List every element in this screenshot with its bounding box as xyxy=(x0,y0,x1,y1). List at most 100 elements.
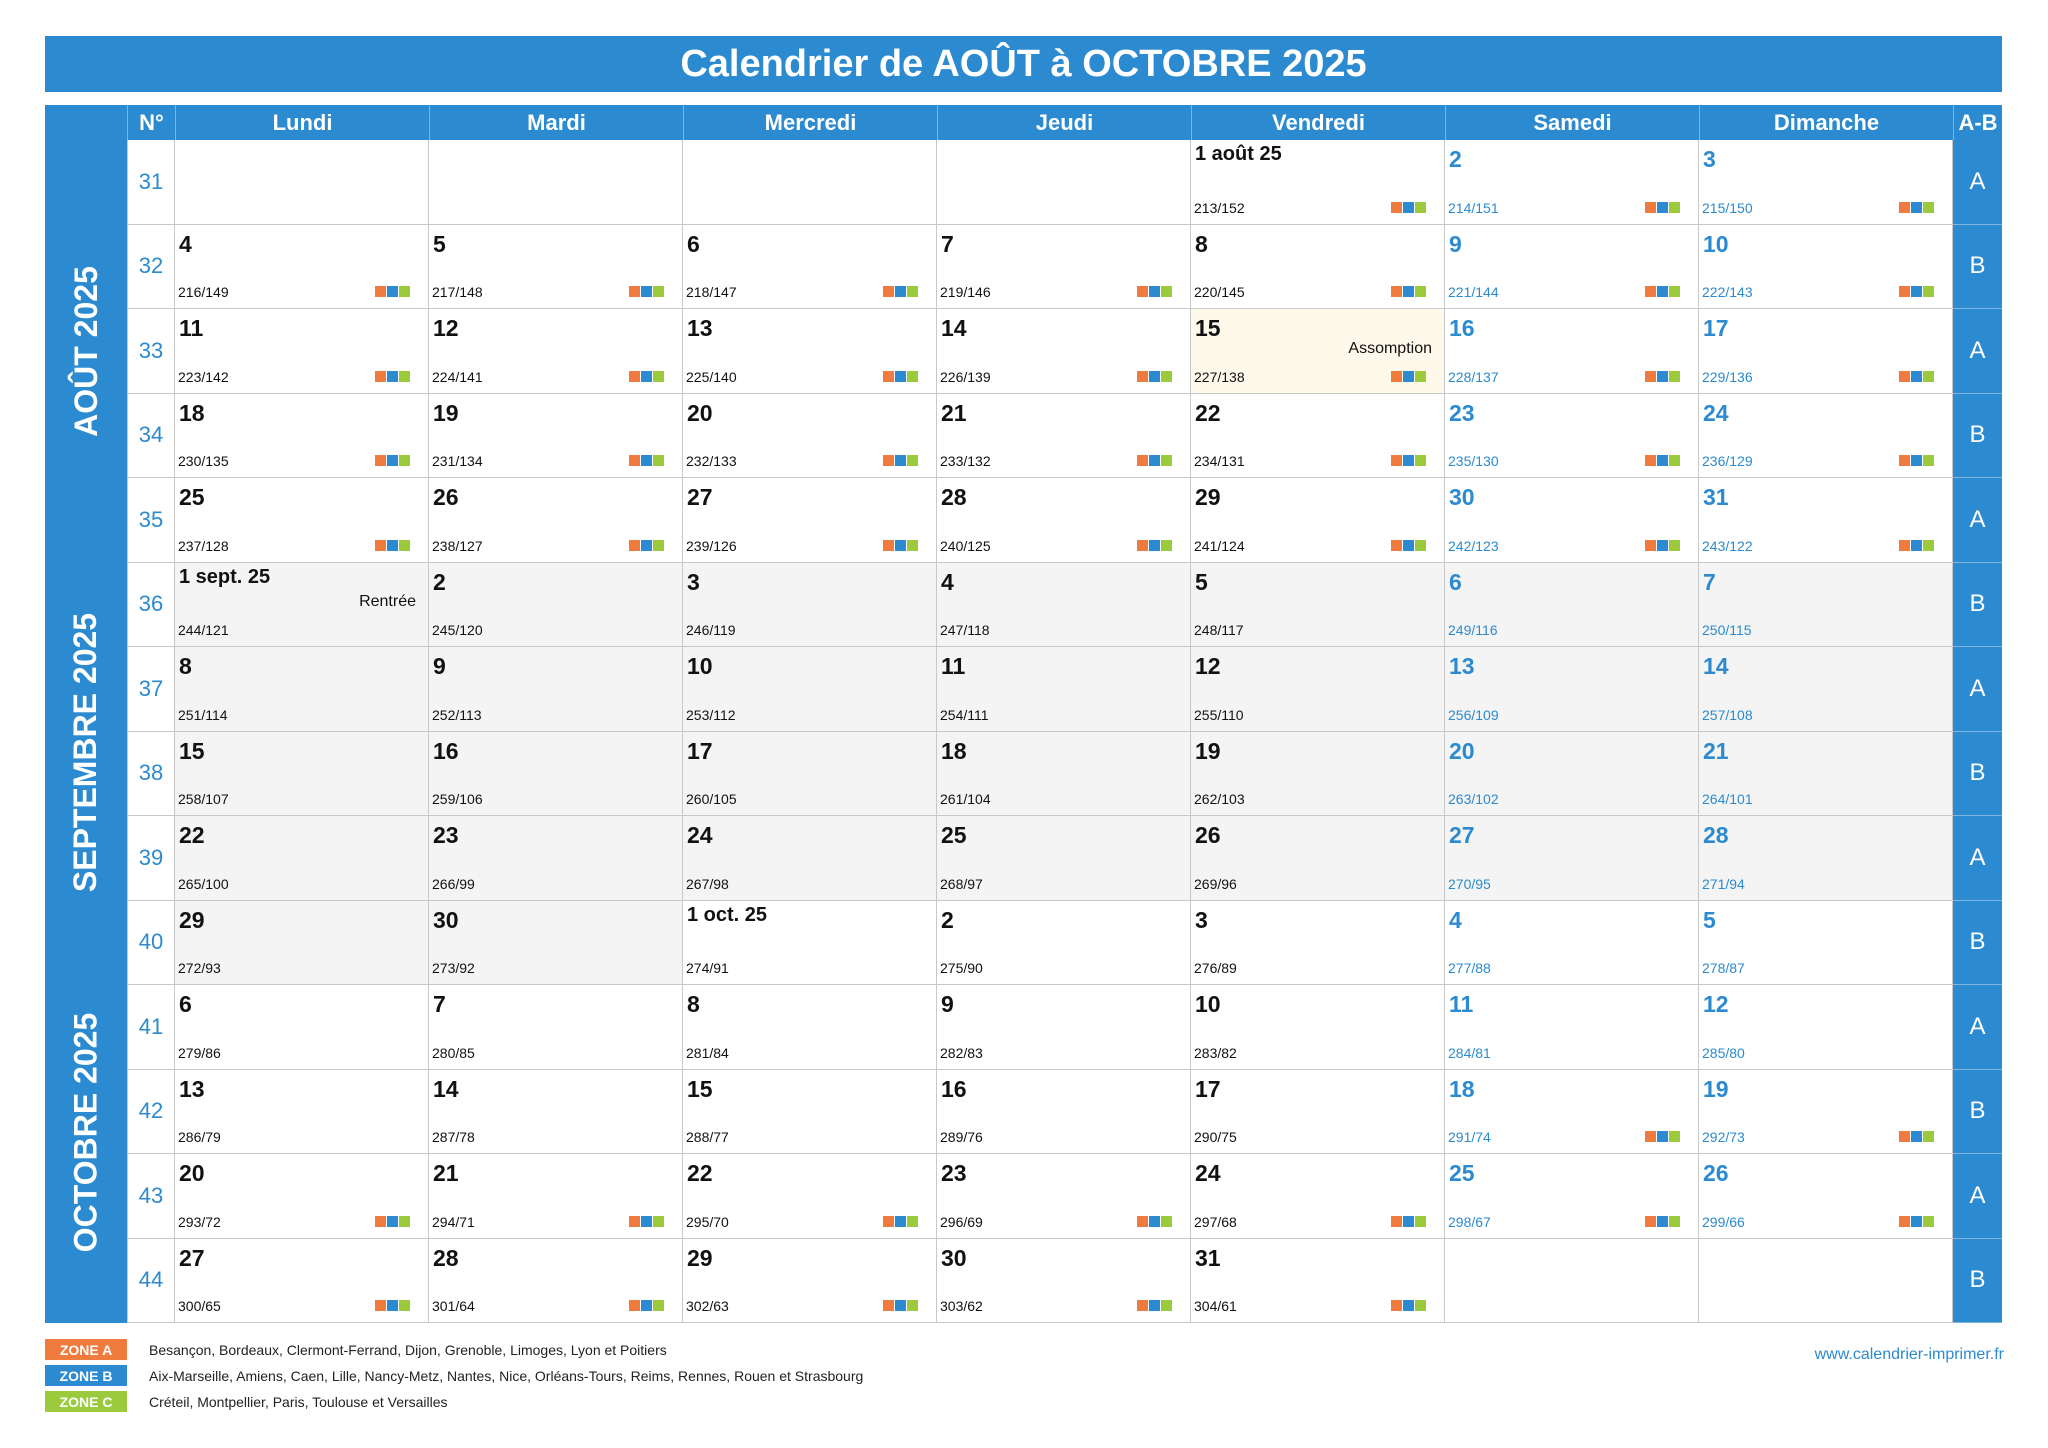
day-cell[interactable]: 1 sept. 25 244/121 Rentrée xyxy=(175,562,429,647)
day-cell[interactable]: 5 217/148 xyxy=(429,224,683,309)
day-cell[interactable]: 21 264/101 xyxy=(1699,731,1953,816)
day-cell[interactable]: 12 255/110 xyxy=(1191,647,1445,732)
day-cell[interactable]: 10 253/112 xyxy=(683,647,937,732)
day-cell[interactable]: 16 289/76 xyxy=(937,1069,1191,1154)
day-cell[interactable]: 27 300/65 xyxy=(175,1238,429,1323)
day-cell[interactable]: 18 230/135 xyxy=(175,393,429,478)
day-cell[interactable]: 30 273/92 xyxy=(429,900,683,985)
day-cell[interactable]: 8 281/84 xyxy=(683,985,937,1070)
day-cell[interactable]: 24 267/98 xyxy=(683,816,937,901)
day-cell[interactable]: 1 oct. 25 274/91 xyxy=(683,900,937,985)
day-cell[interactable]: 17 290/75 xyxy=(1191,1069,1445,1154)
day-cell[interactable]: 27 239/126 xyxy=(683,478,937,563)
day-cell[interactable]: 4 247/118 xyxy=(937,562,1191,647)
day-cell[interactable]: 13 225/140 xyxy=(683,309,937,394)
day-cell[interactable]: 19 292/73 xyxy=(1699,1069,1953,1154)
day-cell[interactable]: 19 262/103 xyxy=(1191,731,1445,816)
day-cell[interactable]: 31 304/61 xyxy=(1191,1238,1445,1323)
day-cell[interactable]: 7 280/85 xyxy=(429,985,683,1070)
day-cell[interactable]: 18 291/74 xyxy=(1445,1069,1699,1154)
day-cell[interactable]: 8 251/114 xyxy=(175,647,429,732)
school-holiday-zones xyxy=(1645,455,1680,466)
day-cell[interactable]: 4 277/88 xyxy=(1445,900,1699,985)
day-cell[interactable]: 14 287/78 xyxy=(429,1069,683,1154)
day-cell[interactable]: 14 226/139 xyxy=(937,309,1191,394)
day-cell[interactable]: 3 276/89 xyxy=(1191,900,1445,985)
day-cell[interactable]: 31 243/122 xyxy=(1699,478,1953,563)
day-cell[interactable]: 23 266/99 xyxy=(429,816,683,901)
day-cell[interactable]: 25 268/97 xyxy=(937,816,1191,901)
day-cell[interactable]: 6 218/147 xyxy=(683,224,937,309)
day-cell[interactable]: 15 227/138 Assomption xyxy=(1191,309,1445,394)
day-cell[interactable]: 7 250/115 xyxy=(1699,562,1953,647)
day-cell[interactable]: 15 258/107 xyxy=(175,731,429,816)
day-number: 10 xyxy=(1703,230,1729,257)
day-cell[interactable]: 29 272/93 xyxy=(175,900,429,985)
day-cell[interactable]: 2 245/120 xyxy=(429,562,683,647)
day-cell[interactable]: 21 233/132 xyxy=(937,393,1191,478)
day-cell[interactable]: 23 296/69 xyxy=(937,1154,1191,1239)
day-cell[interactable]: 14 257/108 xyxy=(1699,647,1953,732)
day-cell[interactable]: 15 288/77 xyxy=(683,1069,937,1154)
day-cell[interactable]: 9 282/83 xyxy=(937,985,1191,1070)
day-cell[interactable]: 29 241/124 xyxy=(1191,478,1445,563)
day-cell[interactable]: 21 294/71 xyxy=(429,1154,683,1239)
day-cell[interactable]: 17 229/136 xyxy=(1699,309,1953,394)
zone-a-marker xyxy=(1899,455,1910,466)
day-cell[interactable]: 25 237/128 xyxy=(175,478,429,563)
day-cell[interactable]: 24 297/68 xyxy=(1191,1154,1445,1239)
day-cell[interactable]: 26 299/66 xyxy=(1699,1154,1953,1239)
day-cell[interactable]: 12 285/80 xyxy=(1699,985,1953,1070)
zone-b-marker xyxy=(895,370,906,382)
day-cell[interactable]: 9 221/144 xyxy=(1445,224,1699,309)
day-cell[interactable]: 26 269/96 xyxy=(1191,816,1445,901)
day-cell[interactable]: 22 265/100 xyxy=(175,816,429,901)
day-cell[interactable]: 17 260/105 xyxy=(683,731,937,816)
day-cell[interactable]: 27 270/95 xyxy=(1445,816,1699,901)
day-cell[interactable]: 4 216/149 xyxy=(175,224,429,309)
day-cell[interactable]: 29 302/63 xyxy=(683,1238,937,1323)
day-cell[interactable]: 6 279/86 xyxy=(175,985,429,1070)
day-cell[interactable]: 24 236/129 xyxy=(1699,393,1953,478)
day-cell[interactable]: 9 252/113 xyxy=(429,647,683,732)
day-cell[interactable]: 10 222/143 xyxy=(1699,224,1953,309)
day-cell[interactable]: 28 271/94 xyxy=(1699,816,1953,901)
day-cell[interactable]: 20 263/102 xyxy=(1445,731,1699,816)
day-cell[interactable]: 30 303/62 xyxy=(937,1238,1191,1323)
day-cell[interactable]: 7 219/146 xyxy=(937,224,1191,309)
day-cell[interactable]: 5 278/87 xyxy=(1699,900,1953,985)
day-cell[interactable]: 28 301/64 xyxy=(429,1238,683,1323)
day-cell[interactable]: 8 220/145 xyxy=(1191,224,1445,309)
day-cell[interactable]: 12 224/141 xyxy=(429,309,683,394)
day-cell[interactable]: 11 284/81 xyxy=(1445,985,1699,1070)
day-cell[interactable]: 20 293/72 xyxy=(175,1154,429,1239)
school-holiday-zones xyxy=(629,1300,664,1311)
day-cell[interactable]: 11 223/142 xyxy=(175,309,429,394)
zone-c-marker xyxy=(1923,455,1934,466)
day-cell[interactable]: 13 286/79 xyxy=(175,1069,429,1154)
day-cell[interactable]: 2 275/90 xyxy=(937,900,1191,985)
day-cell[interactable]: 18 261/104 xyxy=(937,731,1191,816)
day-cell[interactable]: 11 254/111 xyxy=(937,647,1191,732)
day-cell[interactable]: 3 246/119 xyxy=(683,562,937,647)
day-cell[interactable]: 25 298/67 xyxy=(1445,1154,1699,1239)
day-cell[interactable]: 6 249/116 xyxy=(1445,562,1699,647)
day-cell[interactable]: 23 235/130 xyxy=(1445,393,1699,478)
day-cell[interactable]: 1 août 25 213/152 xyxy=(1191,140,1445,225)
day-cell[interactable]: 20 232/133 xyxy=(683,393,937,478)
day-cell[interactable]: 16 259/106 xyxy=(429,731,683,816)
day-cell[interactable]: 28 240/125 xyxy=(937,478,1191,563)
day-cell[interactable]: 2 214/151 xyxy=(1445,140,1699,225)
day-cell[interactable]: 13 256/109 xyxy=(1445,647,1699,732)
website-link[interactable]: www.calendrier-imprimer.fr xyxy=(1814,1346,2004,1363)
day-cell[interactable]: 26 238/127 xyxy=(429,478,683,563)
ab-week-letter: A xyxy=(1953,478,2002,563)
day-cell[interactable]: 3 215/150 xyxy=(1699,140,1953,225)
day-cell[interactable]: 30 242/123 xyxy=(1445,478,1699,563)
day-cell[interactable]: 5 248/117 xyxy=(1191,562,1445,647)
day-cell[interactable]: 10 283/82 xyxy=(1191,985,1445,1070)
day-cell[interactable]: 22 295/70 xyxy=(683,1154,937,1239)
day-cell[interactable]: 16 228/137 xyxy=(1445,309,1699,394)
day-cell[interactable]: 22 234/131 xyxy=(1191,393,1445,478)
day-cell[interactable]: 19 231/134 xyxy=(429,393,683,478)
